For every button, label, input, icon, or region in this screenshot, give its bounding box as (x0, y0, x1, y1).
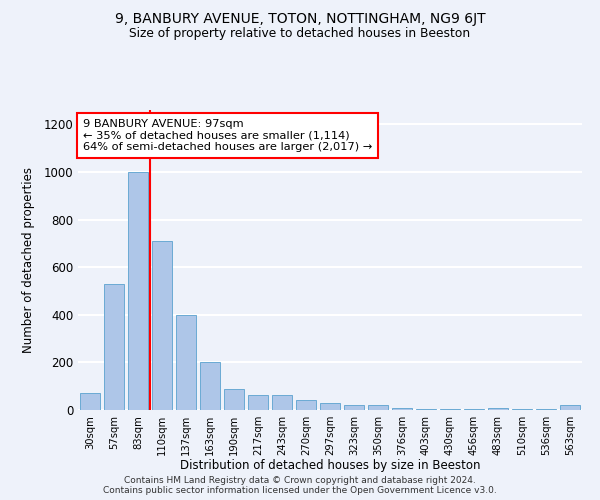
Bar (368, 405, 388, 410)
Text: 9, BANBURY AVENUE, TOTON, NOTTINGHAM, NG9 6JT: 9, BANBURY AVENUE, TOTON, NOTTINGHAM, NG… (115, 12, 485, 26)
Bar (80, 394, 100, 410)
Text: Contains HM Land Registry data © Crown copyright and database right 2024.: Contains HM Land Registry data © Crown c… (124, 476, 476, 485)
Text: Size of property relative to detached houses in Beeston: Size of property relative to detached ho… (130, 28, 470, 40)
Text: Distribution of detached houses by size in Beeston: Distribution of detached houses by size … (180, 458, 480, 471)
Bar (488, 408, 508, 410)
Bar (392, 408, 412, 410)
Bar (224, 388, 244, 410)
Bar (176, 315, 196, 410)
Bar (248, 394, 268, 410)
Bar (296, 400, 316, 410)
Bar (152, 241, 172, 410)
Bar (200, 362, 220, 410)
Text: Contains public sector information licensed under the Open Government Licence v3: Contains public sector information licen… (103, 486, 497, 495)
Bar (272, 394, 292, 410)
Bar (320, 403, 340, 410)
Bar (416, 409, 436, 410)
Bar (128, 172, 148, 410)
Text: 9 BANBURY AVENUE: 97sqm
← 35% of detached houses are smaller (1,114)
64% of semi: 9 BANBURY AVENUE: 97sqm ← 35% of detache… (83, 119, 372, 152)
Bar (464, 409, 484, 410)
Bar (560, 405, 580, 410)
Bar (440, 409, 460, 410)
Y-axis label: Number of detached properties: Number of detached properties (22, 167, 35, 353)
Bar (512, 409, 532, 410)
Bar (104, 284, 124, 410)
Bar (344, 405, 364, 410)
Bar (536, 409, 556, 410)
